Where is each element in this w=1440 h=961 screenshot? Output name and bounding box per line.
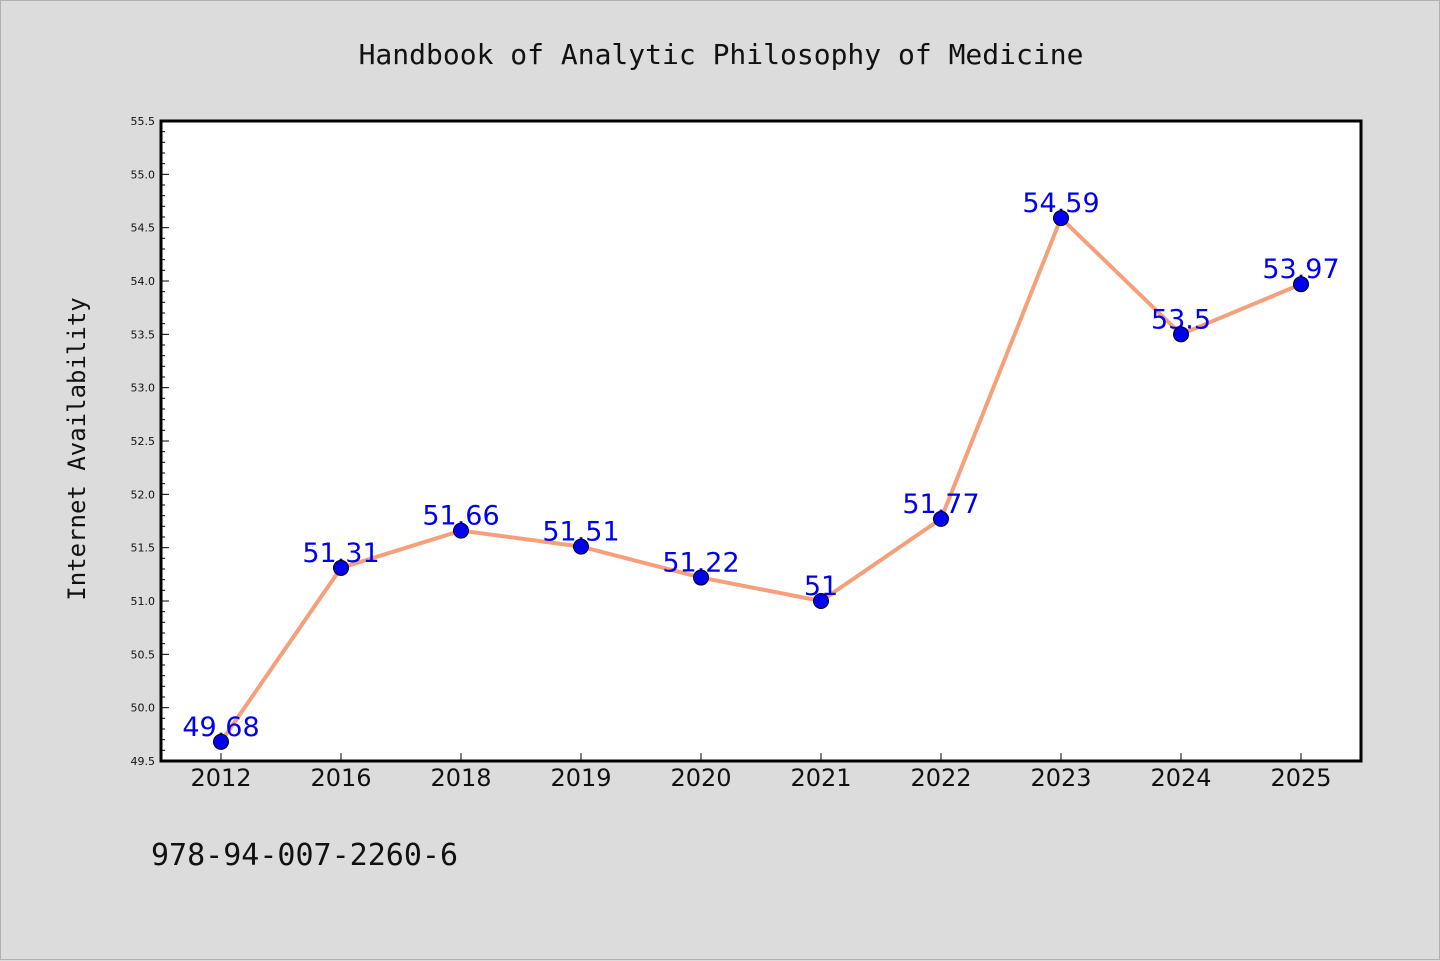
x-tick-label: 2021: [790, 764, 851, 792]
y-axis-label: Internet Availability: [63, 297, 91, 600]
data-point: [573, 538, 589, 555]
isbn-footer: 978-94-007-2260-6: [151, 838, 458, 873]
x-tick-label: 2012: [190, 764, 251, 792]
axis-ticks: 49.5 50.0 50.5 51.0 51.5 52.0 52.5 53.0 53.5 54.0…: [131, 115, 1332, 792]
y-tick-label: 52.0: [131, 488, 156, 501]
y-tick-label: 55.0: [131, 168, 156, 181]
x-tick-label: 2023: [1030, 764, 1091, 792]
y-tick-label: 55.5: [131, 115, 156, 128]
x-tick-label: 2019: [550, 764, 611, 792]
plot-area: [159, 119, 1363, 763]
x-tick-label: 2018: [430, 764, 491, 792]
y-tick-label: 54.0: [131, 275, 156, 288]
y-tick-label: 49.5: [131, 755, 156, 768]
data-point: [1293, 276, 1309, 293]
data-point: [933, 510, 949, 527]
series-layer: 49.6851.3151.6651.5151.225151.7754.5953.…: [182, 188, 1340, 750]
data-point: [333, 559, 349, 576]
x-tick-label: 2022: [910, 764, 971, 792]
y-tick-label: 53.0: [131, 382, 156, 395]
chart-title: Handbook of Analytic Philosophy of Medic…: [359, 38, 1084, 71]
y-tick-label: 54.5: [131, 222, 156, 235]
data-point: [1053, 210, 1069, 227]
y-tick-label: 53.5: [131, 328, 156, 341]
x-tick-label: 2016: [310, 764, 371, 792]
data-point: [693, 569, 709, 586]
y-tick-label: 50.0: [131, 702, 156, 715]
y-tick-label: 52.5: [131, 435, 156, 448]
x-tick-label: 2020: [670, 764, 731, 792]
series-line: [219, 216, 1303, 744]
y-tick-label: 51.5: [131, 542, 156, 555]
x-tick-label: 2025: [1270, 764, 1331, 792]
data-point: [213, 733, 229, 750]
y-tick-label: 51.0: [131, 595, 156, 608]
y-tick-label: 50.5: [131, 648, 156, 661]
data-point: [453, 522, 469, 539]
x-tick-label: 2024: [1150, 764, 1211, 792]
data-point: [1173, 326, 1189, 343]
data-point: [813, 593, 829, 609]
